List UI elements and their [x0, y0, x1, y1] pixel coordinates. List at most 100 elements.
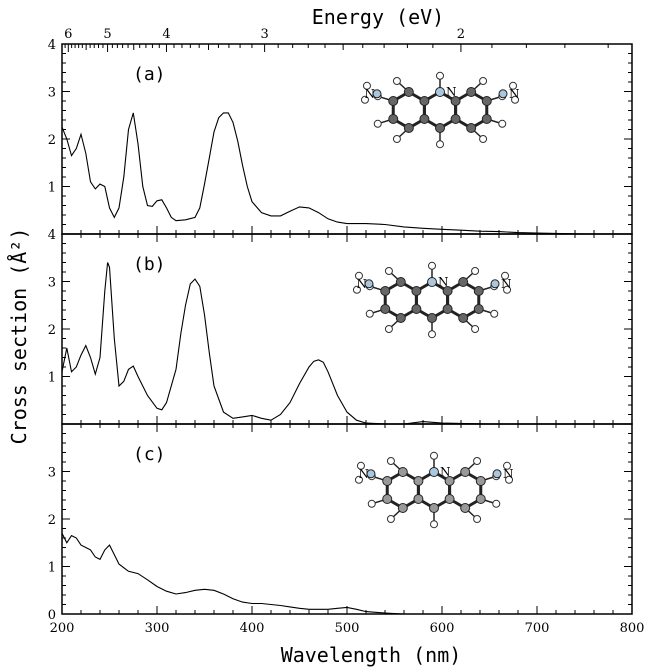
carbon-atom: [380, 304, 391, 314]
panel-label: (a): [133, 64, 166, 85]
molecule-structure: N NN: [354, 451, 514, 529]
hydrogen-atom: [392, 134, 401, 143]
hydrogen-atom: [471, 267, 480, 276]
carbon-atom: [382, 476, 393, 486]
nitrogen-atom: [364, 279, 374, 289]
energy-tick-label: 2: [457, 27, 465, 42]
hydrogen-atom: [511, 95, 520, 104]
hydrogen-atom: [384, 324, 393, 333]
hydrogen-atom: [503, 461, 512, 470]
atom-label: N: [509, 87, 520, 101]
nitrogen-atom: [427, 277, 437, 287]
atom-label: N: [358, 467, 369, 481]
carbon-atom: [460, 467, 471, 477]
hydrogen-atom: [505, 475, 514, 484]
series-line: [61, 262, 632, 425]
hydrogen-atom: [356, 461, 365, 470]
atom-label: N: [446, 85, 457, 99]
carbon-atom: [475, 476, 486, 486]
carbon-atom: [411, 304, 422, 314]
carbon-atom: [458, 277, 469, 287]
carbon-atom: [473, 304, 484, 314]
carbon-atom: [413, 476, 424, 486]
nitrogen-atom: [435, 87, 445, 97]
x-tick-label: 200: [50, 621, 75, 636]
y-tick-label: 0: [48, 608, 56, 623]
hydrogen-atom: [352, 285, 361, 294]
hydrogen-atom: [492, 499, 501, 508]
carbon-atom: [388, 96, 399, 106]
carbon-atom: [419, 114, 430, 124]
hydrogen-atom: [430, 520, 438, 529]
hydrogen-atom: [471, 324, 480, 333]
hydrogen-atom: [479, 77, 488, 86]
carbon-atom: [466, 123, 477, 133]
x-tick-label: 800: [620, 621, 645, 636]
carbon-atom: [427, 313, 437, 323]
atom-label: N: [364, 87, 375, 101]
carbon-atom: [395, 277, 406, 287]
y-tick-label: 2: [48, 133, 56, 148]
hydrogen-atom: [365, 309, 374, 318]
hydrogen-atom: [362, 81, 371, 90]
carbon-atom: [473, 286, 484, 296]
hydrogen-atom: [473, 514, 482, 523]
hydrogen-atom: [490, 309, 499, 318]
molecule-structure: N NN: [352, 261, 512, 339]
hydrogen-atom: [384, 267, 393, 276]
carbon-atom: [411, 286, 422, 296]
x-axis-title: Wavelength (nm): [281, 643, 462, 667]
carbon-atom: [481, 114, 492, 124]
x-tick-label: 600: [430, 621, 455, 636]
x-tick-label: 400: [240, 621, 265, 636]
atom-label: N: [501, 277, 512, 291]
nitrogen-atom: [498, 89, 508, 99]
y-tick-label: 1: [48, 181, 56, 196]
hydrogen-atom: [436, 140, 444, 149]
carbon-atom: [397, 467, 408, 477]
y-tick-label: 1: [48, 561, 56, 576]
hydrogen-atom: [509, 81, 518, 90]
x-tick-label: 300: [145, 621, 170, 636]
hydrogen-atom: [430, 451, 438, 460]
series-line: [61, 112, 632, 235]
hydrogen-atom: [367, 499, 376, 508]
energy-tick-label: 6: [64, 27, 72, 42]
carbon-atom: [475, 494, 486, 504]
carbon-atom: [382, 494, 393, 504]
y-tick-label: 2: [48, 323, 56, 338]
hydrogen-atom: [386, 514, 395, 523]
atom-label: N: [503, 467, 514, 481]
energy-tick-label: 4: [162, 27, 170, 42]
carbon-atom: [397, 503, 408, 513]
carbon-atom: [429, 503, 439, 513]
carbon-atom: [442, 286, 453, 296]
nitrogen-atom: [490, 279, 500, 289]
atom-label: N: [356, 277, 367, 291]
hydrogen-atom: [360, 95, 369, 104]
molecule-structure: N NN: [360, 71, 520, 149]
hydrogen-atom: [479, 134, 488, 143]
carbon-atom: [458, 313, 469, 323]
panel-label: (c): [133, 444, 166, 465]
hydrogen-atom: [392, 77, 401, 86]
y-axis-title: Cross section (Å²): [7, 228, 31, 445]
y-tick-label: 3: [48, 466, 56, 481]
panel-label: (b): [133, 254, 166, 275]
hydrogen-atom: [373, 119, 382, 128]
nitrogen-atom: [372, 89, 382, 99]
carbon-atom: [444, 494, 455, 504]
carbon-atom: [395, 313, 406, 323]
hydrogen-atom: [498, 119, 507, 128]
hydrogen-atom: [428, 261, 436, 270]
nitrogen-atom: [492, 469, 502, 479]
y-tick-label: 1: [48, 371, 56, 386]
energy-tick-label: 5: [103, 27, 111, 42]
carbon-atom: [450, 114, 461, 124]
nitrogen-atom: [429, 467, 439, 477]
carbon-atom: [466, 87, 477, 97]
y-tick-label: 3: [48, 276, 56, 291]
atom-label: N: [438, 275, 449, 289]
y-tick-label: 2: [48, 513, 56, 528]
